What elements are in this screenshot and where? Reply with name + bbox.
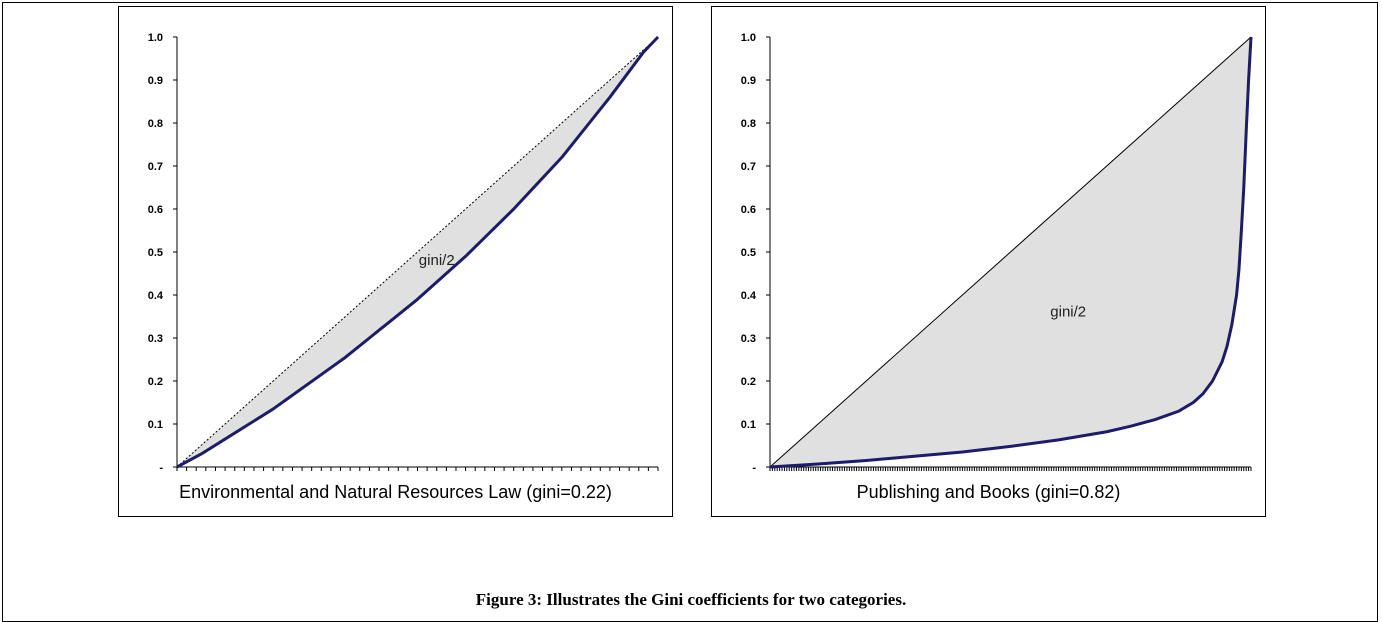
y-tick-label-right-9: 0.9	[741, 75, 756, 87]
equality-line-left	[176, 36, 659, 468]
y-tick-label-right-4: 0.4	[741, 290, 757, 302]
y-tick-label-right-7: 0.7	[741, 161, 756, 173]
y-tick-label-right-2: 0.2	[741, 376, 756, 388]
figure-caption: Figure 3: Illustrates the Gini coefficie…	[475, 590, 907, 609]
y-tick-label-right-6: 0.6	[741, 204, 756, 216]
lorenz-curve-right	[769, 36, 1253, 469]
y-tick-label-left-0: -	[159, 462, 163, 474]
y-tick-label-left-4: 0.4	[148, 290, 164, 302]
chart-title-left: Environmental and Natural Resources Law …	[179, 482, 612, 502]
y-tick-label-right-0: -	[752, 462, 756, 474]
annotation-left: gini/2	[419, 252, 455, 269]
y-tick-label-right-5: 0.5	[741, 247, 756, 259]
lorenz-curve-left	[176, 35, 660, 469]
lorenz-plot-left: - 0.1 0.2 0.3 0.4 0.5 0.6 0.7 0.8 0.9 1.0 gini/2	[148, 32, 660, 474]
y-tick-label-right-3: 0.3	[741, 333, 756, 345]
y-tick-label-right-8: 0.8	[741, 118, 756, 130]
y-tick-label-left-3: 0.3	[148, 333, 163, 345]
chart-title-right: Publishing and Books (gini=0.82)	[856, 482, 1121, 502]
annotation-right: gini/2	[1050, 304, 1086, 321]
lorenz-plot-right: - 0.1 0.2 0.3 0.4 0.5 0.6 0.7 0.8 0.9 1.0 gini/2	[741, 32, 1253, 474]
y-tick-label-right-10: 1.0	[741, 32, 756, 44]
y-tick-label-right-1: 0.1	[741, 419, 756, 431]
y-tick-label-left-1: 0.1	[148, 419, 163, 431]
y-tick-label-left-9: 0.9	[148, 75, 163, 87]
y-tick-label-left-10: 1.0	[148, 32, 163, 44]
y-tick-label-left-2: 0.2	[148, 376, 163, 388]
y-tick-label-left-5: 0.5	[148, 247, 163, 259]
y-tick-label-left-7: 0.7	[148, 161, 163, 173]
lorenz-chart-left: - 0.1 0.2 0.3 0.4 0.5 0.6 0.7 0.8 0.9 1.0 gini/2 En…	[118, 6, 673, 517]
y-tick-label-left-8: 0.8	[148, 118, 163, 130]
equality-line-right	[769, 36, 1252, 468]
y-tick-label-left-6: 0.6	[148, 204, 163, 216]
lorenz-chart-right: - 0.1 0.2 0.3 0.4 0.5 0.6 0.7 0.8 0.9 1.0 gini/2 Pu…	[711, 6, 1266, 517]
